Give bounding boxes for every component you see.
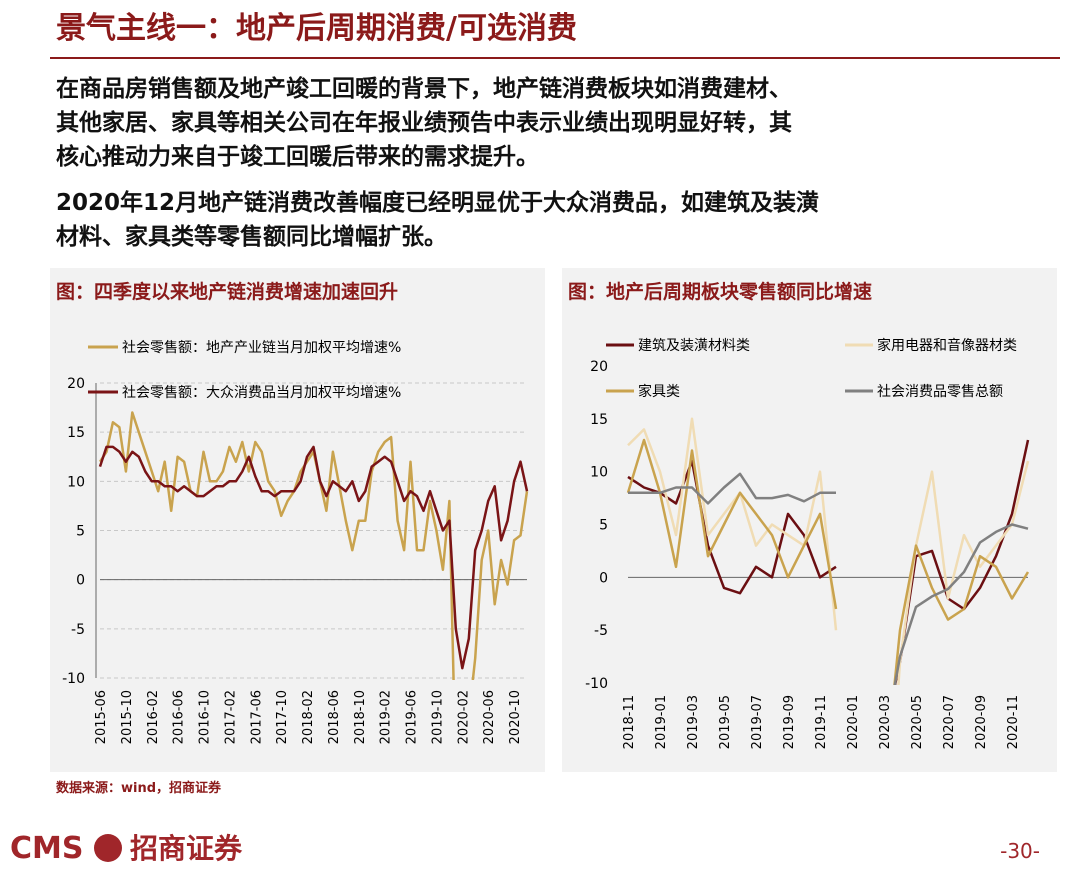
y-tick-label: 0 <box>599 570 608 586</box>
x-tick-label: 2020-03 <box>878 695 893 749</box>
x-tick-label: 2016-06 <box>172 690 187 744</box>
x-tick-label: 2019-01 <box>654 695 669 749</box>
y-tick-label: 5 <box>76 524 85 540</box>
series-line <box>626 438 1030 685</box>
para-line: 核心推动力来自于竣工回暖后带来的需求提升。 <box>56 143 539 170</box>
y-tick-label: 20 <box>67 376 85 392</box>
x-tick-label: 2019-05 <box>718 695 733 749</box>
x-tick-label: 2020-06 <box>482 690 497 744</box>
x-tick-label: 2019-03 <box>686 695 701 749</box>
x-tick-label: 2019-06 <box>405 690 420 744</box>
y-tick-label: 20 <box>590 359 608 375</box>
x-tick-label: 2020-02 <box>456 690 471 744</box>
logo-icon <box>94 834 122 862</box>
x-tick-label: 2019-10 <box>430 690 445 744</box>
para-line: 其他家居、家具等相关公司在年报业绩预告中表示业绩出现明显好转，其 <box>56 109 792 136</box>
legend-label: 社会消费品零售总额 <box>877 384 1003 400</box>
y-tick-label: 0 <box>76 573 85 589</box>
paragraph: 在商品房销售额及地产竣工回暖的背景下，地产链消费板块如消费建材、 其他家居、家具… <box>56 75 819 250</box>
y-tick-label: 15 <box>590 412 608 428</box>
y-tick-label: 5 <box>599 518 608 534</box>
y-tick-label: -5 <box>594 623 608 639</box>
legend-label: 社会零售额：地产产业链当月加权平均增速% <box>122 340 401 356</box>
y-tick-label: -10 <box>62 671 85 687</box>
x-tick-label: 2020-05 <box>910 695 925 749</box>
y-tick-label: 10 <box>67 474 85 490</box>
x-tick-label: 2017-06 <box>249 690 264 744</box>
legend-label: 建筑及装潢材料类 <box>638 338 750 354</box>
x-tick-label: 2018-06 <box>327 690 342 744</box>
series-line <box>627 417 1030 685</box>
x-tick-label: 2020-11 <box>1006 695 1021 749</box>
series-line <box>628 472 1029 685</box>
chart-title: 图：地产后周期板块零售额同比增速 <box>568 280 872 303</box>
para-line: 材料、家具类等零售额同比增幅扩张。 <box>56 223 447 250</box>
x-tick-label: 2015-10 <box>120 690 135 744</box>
y-tick-label: -5 <box>71 622 85 638</box>
y-tick-label: 15 <box>67 425 85 441</box>
x-tick-label: 2018-02 <box>301 690 316 744</box>
x-tick-label: 2016-02 <box>146 690 161 744</box>
page-number: -30- <box>1000 839 1040 863</box>
x-tick-label: 2020-09 <box>974 695 989 749</box>
x-tick-label: 2019-07 <box>750 695 765 749</box>
x-tick-label: 2019-02 <box>379 690 394 744</box>
legend-label: 家具类 <box>638 383 680 400</box>
y-tick-label: -10 <box>585 676 608 692</box>
x-tick-label: 2018-11 <box>622 695 637 749</box>
company: 招商证券 <box>130 832 243 865</box>
x-tick-label: 2017-10 <box>275 690 290 744</box>
x-tick-label: 2017-02 <box>223 690 238 744</box>
x-tick-label: 2019-09 <box>782 695 797 749</box>
x-tick-label: 2018-10 <box>353 690 368 744</box>
y-tick-label: 10 <box>590 465 608 481</box>
logo-text: CMS <box>10 831 83 866</box>
para-line: 在商品房销售额及地产竣工回暖的背景下，地产链消费板块如消费建材、 <box>56 75 792 102</box>
x-tick-label: 2020-10 <box>508 690 523 744</box>
x-tick-label: 2019-11 <box>814 695 829 749</box>
legend-label: 社会零售额：大众消费品当月加权平均增速% <box>122 385 401 401</box>
slide-title: 景气主线一：地产后周期消费/可选消费 <box>56 11 577 46</box>
chart-panel <box>50 268 545 772</box>
para-line: 2020年12月地产链消费改善幅度已经明显优于大众消费品，如建筑及装潢 <box>56 189 819 216</box>
x-tick-label: 2015-06 <box>94 690 109 744</box>
x-tick-label: 2020-07 <box>942 695 957 749</box>
x-tick-label: 2016-10 <box>198 690 213 744</box>
legend-label: 家用电器和音像器材类 <box>877 337 1017 354</box>
series-line <box>98 445 529 670</box>
x-tick-label: 2020-01 <box>846 695 861 749</box>
chart-title: 图：四季度以来地产链消费增速加速回升 <box>56 280 398 303</box>
source: 数据来源：wind，招商证券 <box>56 780 222 796</box>
